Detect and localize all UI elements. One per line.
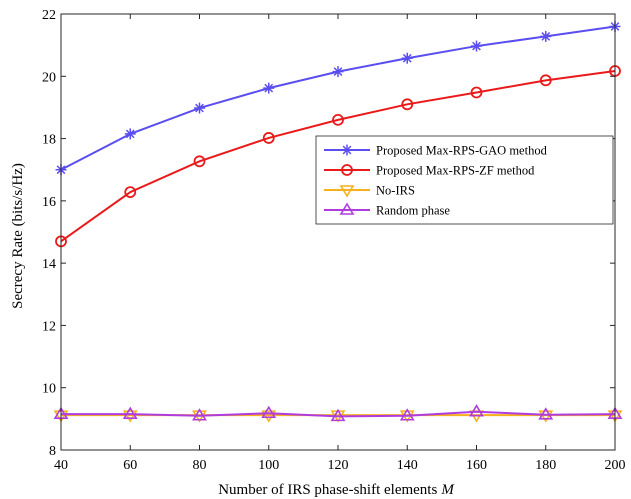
y-tick-label: 22 <box>42 8 56 23</box>
x-tick-label: 120 <box>328 458 349 473</box>
legend-marker <box>341 164 353 176</box>
series-line <box>60 70 616 243</box>
x-tick-label: 200 <box>605 458 626 473</box>
tick-labels: 40 60 80 100 120 140 160 180 200 8 10 12 14 16 18 20 22 <box>42 8 626 473</box>
data-point <box>332 66 344 78</box>
legend: Proposed Max-RPS-GAO method Proposed Max-… <box>315 135 614 225</box>
data-point <box>262 132 275 144</box>
x-tick-label: 180 <box>535 458 556 473</box>
plot-area <box>61 14 615 450</box>
y-tick-label: 14 <box>42 257 56 272</box>
series-1 <box>55 20 621 176</box>
data-point <box>193 155 206 168</box>
x-tick-label: 100 <box>258 458 279 473</box>
y-tick-label: 8 <box>49 444 56 459</box>
legend-label: No-IRS <box>376 184 415 198</box>
data-point <box>539 74 552 87</box>
data-point <box>401 98 414 111</box>
legend-marker <box>339 202 355 215</box>
y-tick-label: 20 <box>42 70 56 85</box>
data-point <box>330 408 346 422</box>
x-tick-label: 140 <box>397 458 418 473</box>
x-tick-label: 80 <box>193 458 207 473</box>
x-axis-title: Number of IRS phase-shift elements M <box>218 482 455 498</box>
asterisk-stroke <box>342 145 352 155</box>
x-tick-label: 60 <box>123 458 137 473</box>
legend-label: Proposed Max-RPS-GAO method <box>376 144 548 158</box>
axes-layer <box>60 13 616 451</box>
data-point <box>261 410 277 423</box>
data-point <box>192 408 207 421</box>
x-tick-label: 160 <box>466 458 487 473</box>
data-point <box>538 407 554 420</box>
data-point <box>399 408 415 421</box>
legend-entry: No-IRS <box>324 184 415 198</box>
data-point <box>538 410 554 423</box>
asterisk-stroke <box>541 32 551 41</box>
x-tick-label: 40 <box>54 458 68 473</box>
legend-entry: Proposed Max-RPS-ZF method <box>324 164 535 178</box>
data-point <box>124 128 136 140</box>
data-point <box>122 410 138 423</box>
y-tick-label: 16 <box>42 195 56 210</box>
data-point <box>194 102 205 114</box>
asterisk-stroke <box>264 83 274 93</box>
asterisk-stroke <box>472 41 481 51</box>
plot-background <box>61 14 615 450</box>
asterisk-stroke <box>195 103 204 113</box>
data-point <box>263 82 275 94</box>
y-tick-label: 18 <box>42 133 56 148</box>
data-point <box>261 405 277 419</box>
y-tick-label: 12 <box>42 319 56 334</box>
legend-entry: Random phase <box>324 202 450 218</box>
data-point <box>540 30 552 42</box>
data-point <box>469 404 484 417</box>
y-tick-label: 10 <box>42 382 56 397</box>
data-point <box>122 406 138 419</box>
data-point <box>332 113 344 126</box>
x-axis-title-text: Number of IRS phase-shift elements <box>218 482 437 498</box>
legend-entry: Proposed Max-RPS-GAO method <box>324 144 548 158</box>
legend-label: Proposed Max-RPS-ZF method <box>376 164 535 178</box>
data-point <box>124 186 137 199</box>
data-point <box>471 40 482 52</box>
y-axis-title: Secrecy Rate (bits/s/Hz) <box>10 163 26 309</box>
legend-marker <box>341 144 353 156</box>
legend-marker <box>339 185 355 198</box>
asterisk-stroke <box>125 129 135 139</box>
data-point <box>470 86 483 99</box>
x-axis-variable: M <box>440 482 455 498</box>
data-point <box>401 52 413 64</box>
series-line <box>61 410 616 418</box>
legend-label: Random phase <box>376 204 450 218</box>
asterisk-stroke <box>402 53 412 63</box>
asterisk-stroke <box>333 67 343 76</box>
